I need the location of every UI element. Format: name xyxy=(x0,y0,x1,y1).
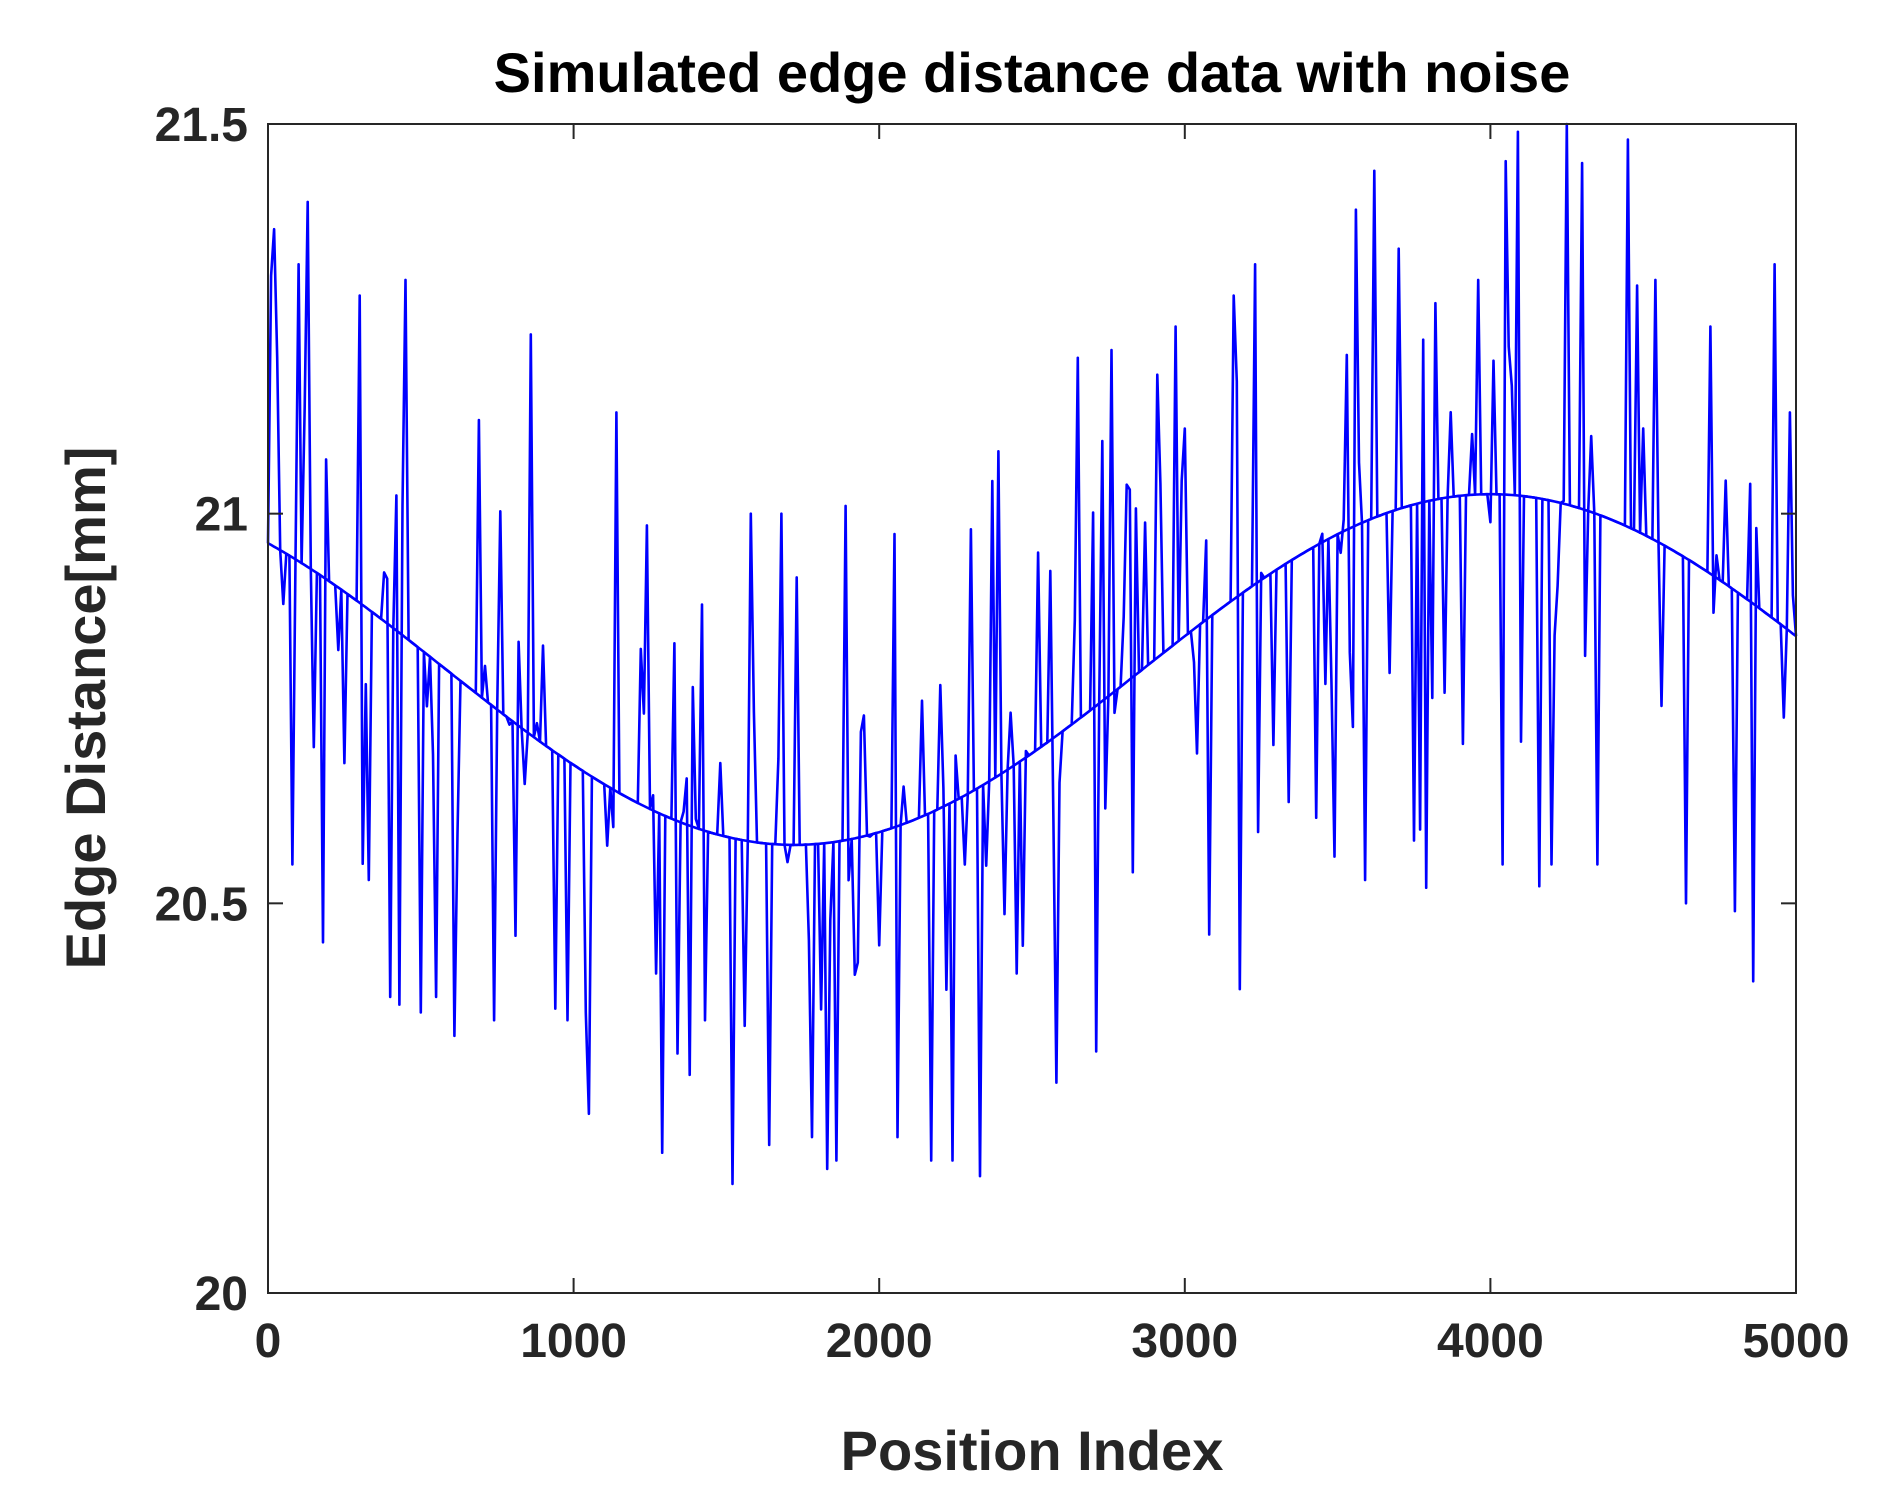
x-tick-label: 4000 xyxy=(1437,1315,1544,1368)
x-tick-label: 2000 xyxy=(826,1315,933,1368)
y-tick-label: 21.5 xyxy=(155,99,248,152)
y-tick-label: 20.5 xyxy=(155,878,248,931)
series-layer xyxy=(266,122,1798,1186)
series-line-baseline xyxy=(267,492,1797,847)
y-axis-label: Edge Distance[mm] xyxy=(54,447,117,970)
x-tick-label: 1000 xyxy=(520,1315,627,1368)
x-axis-label: Position Index xyxy=(841,1419,1224,1482)
x-tick-label: 0 xyxy=(255,1315,282,1368)
y-tick-label: 21 xyxy=(195,489,248,542)
x-tick-label: 3000 xyxy=(1131,1315,1238,1368)
x-tick-label: 5000 xyxy=(1743,1315,1850,1368)
axes-box xyxy=(267,123,1797,1294)
ticks-layer: 0 1000 2000 3000 4000 5000 20 20.5 21 21.5 xyxy=(155,99,1850,1368)
y-tick-label: 20 xyxy=(195,1268,248,1321)
chart-title: Simulated edge distance data with noise xyxy=(494,41,1571,104)
